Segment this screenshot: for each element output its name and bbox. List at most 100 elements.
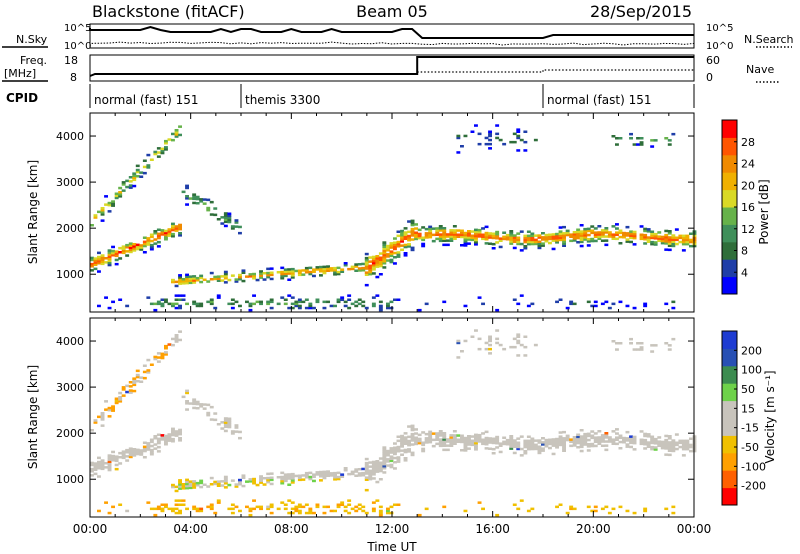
power-cell (389, 300, 394, 304)
velocity-cell (142, 441, 147, 444)
velocity-cell (636, 348, 640, 351)
velocity-cell (664, 445, 669, 448)
power-cell (597, 225, 602, 228)
velocity-cell (104, 400, 108, 403)
power-cell (438, 233, 443, 236)
power-cell (657, 239, 662, 242)
velocity-cell (171, 507, 175, 511)
velocity-cell (171, 485, 175, 489)
velocity-cell (551, 444, 556, 447)
velocity-cell (304, 471, 309, 475)
power-cell (544, 235, 549, 239)
velocity-cell (558, 431, 563, 434)
velocity-cell (322, 511, 327, 515)
power-cell (164, 300, 168, 304)
velocity-cell (202, 407, 207, 410)
power-cell (442, 237, 447, 240)
velocity-cell (414, 440, 418, 444)
velocity-cell (121, 456, 126, 460)
power-cell (607, 235, 612, 238)
power-cell (269, 267, 274, 270)
velocity-cell (97, 456, 101, 460)
power-cell (467, 230, 471, 233)
velocity-cell (171, 343, 175, 347)
power-cell (164, 231, 168, 235)
velocity-cell (653, 437, 658, 441)
velocity-cell (393, 461, 397, 464)
velocity-cell (255, 483, 260, 487)
power-cell (304, 298, 309, 301)
velocity-cell (558, 441, 563, 445)
power-cell (403, 233, 408, 236)
power-cell (396, 234, 401, 238)
velocity-cell (178, 430, 182, 434)
velocity-cell (646, 435, 651, 438)
power-cell (435, 231, 440, 234)
power-cell (653, 243, 658, 246)
power-cell (403, 237, 408, 240)
velocity-cell (653, 440, 658, 443)
velocity-cell (195, 507, 200, 511)
power-cell (516, 149, 521, 152)
velocity-cell (199, 481, 204, 485)
velocity-cell (276, 507, 281, 511)
velocity-cell (171, 483, 175, 487)
power-cell (477, 296, 482, 299)
power-cell (146, 166, 151, 169)
power-cell (333, 266, 337, 270)
power-cell (555, 234, 559, 238)
power-cell (477, 228, 482, 232)
velocity-cell (357, 507, 362, 511)
power-cell (266, 273, 271, 277)
velocity-cell (653, 446, 658, 449)
velocity-cell (283, 475, 288, 478)
power-cell (347, 306, 352, 310)
power-cell (622, 236, 626, 239)
velocity-cell (463, 436, 468, 440)
power-cell (100, 262, 105, 266)
velocity-cell (223, 486, 228, 489)
power-cell (280, 296, 285, 299)
velocity-cell (100, 424, 105, 427)
velocity-cell (178, 487, 182, 490)
velocity-cell (456, 434, 461, 437)
power-cell (597, 235, 602, 238)
power-cell (597, 231, 602, 234)
power-cell (593, 304, 598, 308)
velocity-cell (403, 440, 408, 443)
power-cell (516, 236, 521, 239)
power-cell (569, 300, 574, 304)
velocity-cell (671, 443, 676, 446)
velocity-cell (156, 441, 161, 445)
power-cell (100, 213, 105, 216)
power-cell (382, 260, 387, 263)
velocity-cell (516, 441, 521, 444)
velocity-cell (629, 435, 633, 438)
power-cell (516, 136, 521, 140)
velocity-cell (685, 439, 690, 443)
velocity-cell (400, 443, 404, 446)
velocity-cell (519, 447, 524, 451)
velocity-cell (125, 384, 130, 388)
velocity-cell (386, 454, 390, 457)
velocity-cell (509, 443, 514, 446)
velocity-cell (615, 436, 619, 439)
velocity-cell (382, 465, 387, 468)
velocity-cell (164, 344, 168, 348)
velocity-cell (107, 454, 112, 457)
velocity-cell (516, 339, 521, 343)
velocity-cell (495, 440, 500, 443)
power-cell (118, 191, 123, 194)
velocity-cell (467, 447, 471, 450)
power-cell (435, 229, 440, 232)
power-cell (460, 244, 464, 247)
power-cell (202, 202, 207, 205)
velocity-cell (611, 340, 616, 343)
power-cell (600, 302, 605, 306)
power-cell (361, 266, 366, 270)
velocity-cell (509, 439, 514, 442)
power-cell (576, 230, 581, 234)
velocity-cell (364, 457, 369, 461)
velocity-cell (114, 399, 119, 403)
power-cell (512, 298, 517, 301)
